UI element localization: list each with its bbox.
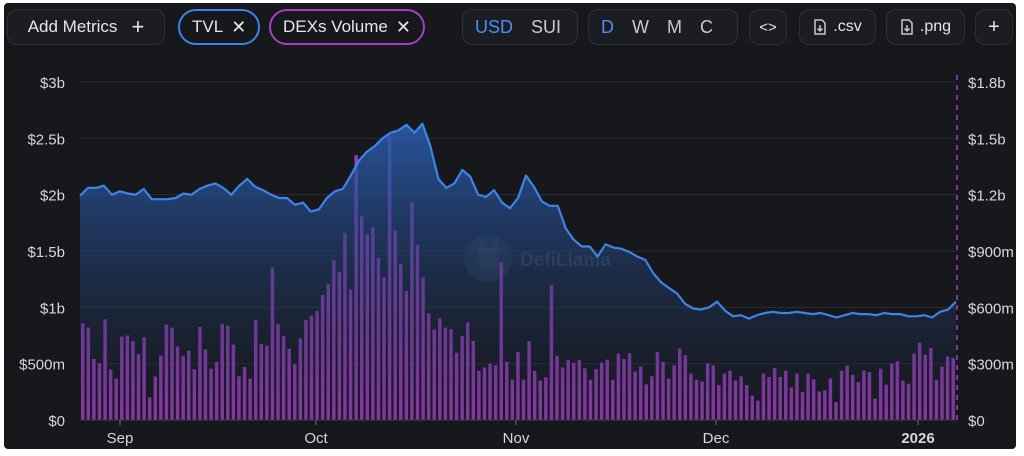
right-axis-tick-label: $600m <box>968 300 1014 317</box>
right-axis-tick-label: $900m <box>968 244 1014 261</box>
denomination-usd[interactable]: USD <box>475 16 514 37</box>
x-axis-tick-label: Dec <box>703 430 730 447</box>
denomination-toggle: USD SUI <box>462 9 578 45</box>
left-axis-tick-label: $1b <box>40 300 65 317</box>
left-axis-tick-label: $0 <box>48 413 65 430</box>
right-axis-tick-label: $1.5b <box>968 131 1006 148</box>
tvl-area-fill <box>80 123 956 420</box>
left-axis-tick-label: $500m <box>19 357 65 374</box>
close-icon[interactable]: ✕ <box>231 16 247 37</box>
period-w[interactable]: W <box>632 16 649 37</box>
right-axis-tick-label: $300m <box>968 357 1014 374</box>
add-metrics-button[interactable]: Add Metrics + <box>7 9 165 45</box>
metric-pill-label: TVL <box>192 17 224 36</box>
more-options-button[interactable]: + <box>975 9 1013 45</box>
period-d[interactable]: D <box>601 16 614 37</box>
right-axis-tick-label: $0 <box>968 413 985 430</box>
file-download-icon <box>901 19 913 35</box>
left-axis-tick-label: $3b <box>40 75 65 92</box>
add-metrics-label: Add Metrics <box>27 17 118 36</box>
metric-pill-tvl[interactable]: TVL ✕ <box>178 9 261 45</box>
left-axis-tick-label: $2b <box>40 188 65 205</box>
left-axis-tick-label: $2.5b <box>27 131 65 148</box>
x-axis-tick-label: Nov <box>503 430 530 447</box>
right-axis-tick-label: $1.8b <box>968 75 1006 92</box>
download-csv-button[interactable]: .csv <box>799 9 876 45</box>
left-axis-tick-label: $1.5b <box>27 244 65 261</box>
download-png-button[interactable]: .png <box>886 9 965 45</box>
code-icon: <> <box>759 18 777 36</box>
close-icon[interactable]: ✕ <box>395 16 411 37</box>
denomination-sui[interactable]: SUI <box>531 16 562 37</box>
x-axis-tick-label: Sep <box>107 430 134 447</box>
period-toggle: D W M C <box>588 9 738 45</box>
file-download-icon <box>814 19 827 35</box>
x-axis-tick-label: Oct <box>304 430 328 447</box>
csv-label: .csv <box>833 18 862 35</box>
period-c[interactable]: C <box>700 16 713 37</box>
metric-pill-dexs-volume[interactable]: DEXs Volume ✕ <box>269 9 425 45</box>
tvl-area <box>79 122 957 420</box>
tvl-line <box>79 122 957 320</box>
embed-button[interactable]: <> <box>749 9 787 45</box>
plus-icon: + <box>131 14 145 39</box>
plus-icon: + <box>988 15 1000 38</box>
period-m[interactable]: M <box>667 16 682 37</box>
x-axis-tick-label: 2026 <box>901 430 934 447</box>
metric-pill-label: DEXs Volume <box>283 17 388 36</box>
right-axis-tick-label: $1.2b <box>968 188 1006 205</box>
png-label: .png <box>919 18 952 35</box>
